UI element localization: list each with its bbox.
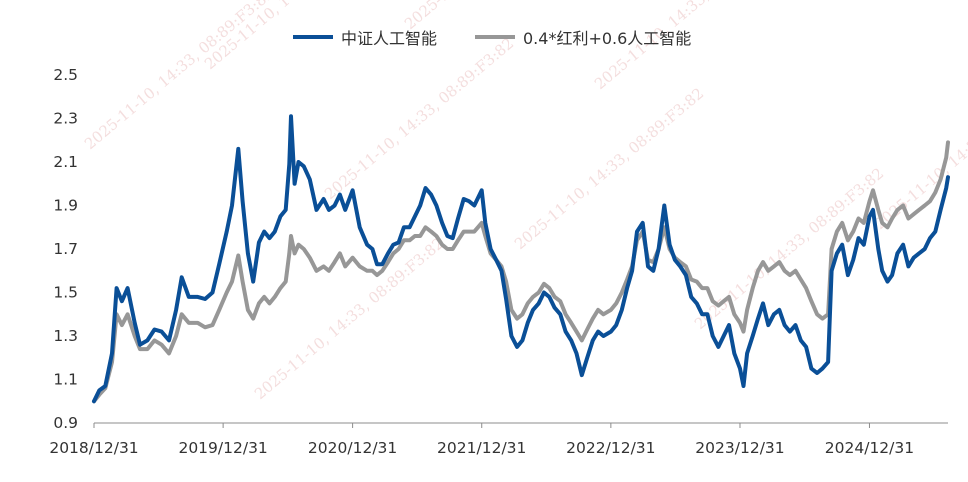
y-tick-label: 1.7 (53, 240, 78, 258)
x-tick-label: 2021/12/31 (437, 439, 526, 457)
x-tick-label: 2018/12/31 (49, 439, 138, 457)
watermark-layer: 2025-11-10, 14:33, 08:89:F3:822025-11-10… (81, 0, 968, 403)
series-line-2 (92, 140, 950, 404)
y-tick-label: 0.9 (53, 414, 78, 432)
x-tick-label: 2019/12/31 (178, 439, 267, 457)
x-tick-label: 2022/12/31 (566, 439, 655, 457)
y-tick-label: 1.9 (53, 197, 78, 215)
y-tick-label: 2.5 (53, 66, 78, 84)
x-axis: 2018/12/31 2019/12/31 2020/12/31 2021/12/31… (49, 422, 948, 457)
watermark-text: 2025-11-10, 14:33, 08:89:F3:82 (511, 84, 707, 253)
y-tick-label: 2.3 (53, 110, 78, 128)
y-tick-label: 1.1 (53, 371, 78, 389)
x-tick-label: 2023/12/31 (695, 439, 784, 457)
x-tick-label: 2024/12/31 (825, 439, 914, 457)
plot-area (92, 114, 950, 404)
legend: 中证人工智能 0.4*红利+0.6人工智能 (293, 29, 691, 48)
y-tick-label: 1.3 (53, 327, 78, 345)
series-line-1 (92, 114, 950, 404)
y-tick-label: 1.5 (53, 284, 78, 302)
legend-label-series-2: 0.4*红利+0.6人工智能 (523, 29, 691, 48)
watermark-text: 2025-11-10, 14:33, 08:89:F3:82 (321, 34, 517, 203)
y-axis: 0.9 1.1 1.3 1.5 1.7 1.9 2.1 2.3 2.5 (53, 66, 78, 432)
x-tick-label: 2020/12/31 (308, 439, 397, 457)
legend-label-series-1: 中证人工智能 (341, 29, 437, 48)
y-tick-label: 2.1 (53, 153, 78, 171)
